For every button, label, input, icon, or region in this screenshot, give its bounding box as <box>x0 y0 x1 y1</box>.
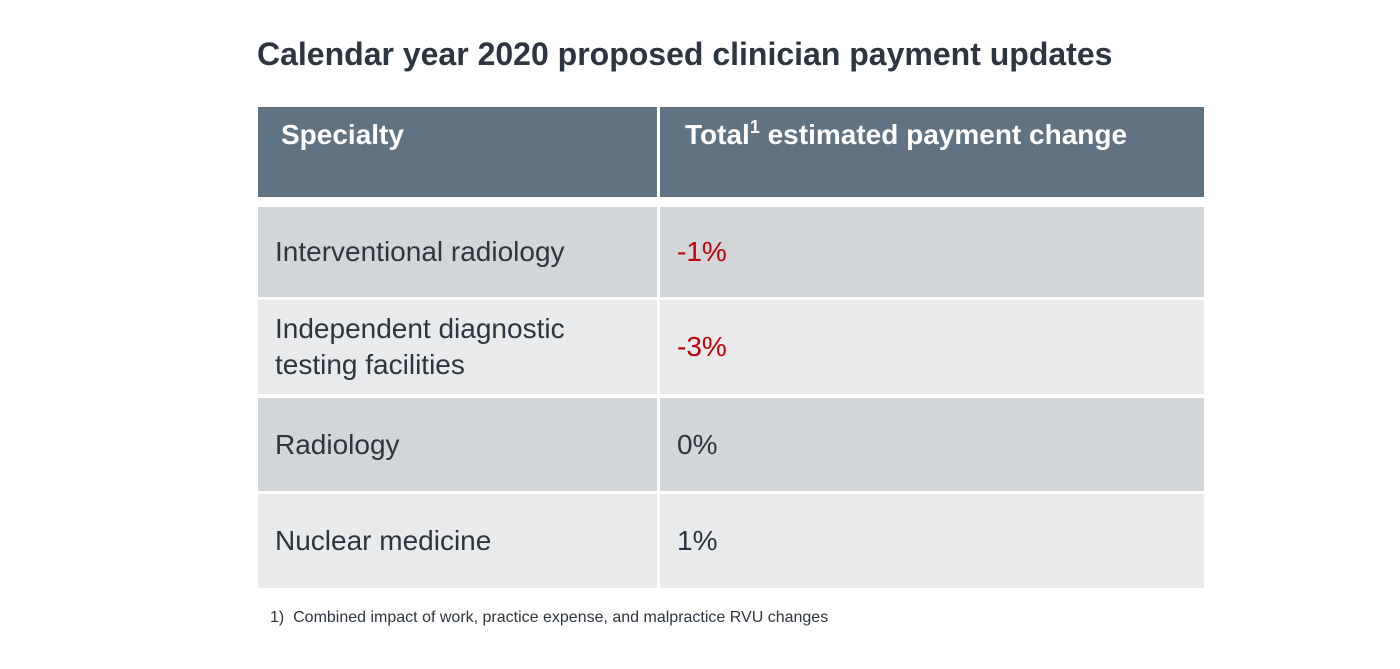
change-cell: 0% <box>660 398 1204 491</box>
footnote-text: Combined impact of work, practice expens… <box>293 609 829 626</box>
change-cell: 1% <box>660 494 1204 588</box>
header-text: Total <box>685 119 750 150</box>
specialty-cell: Interventional radiology <box>258 207 657 297</box>
footnote-ref: 1 <box>749 117 760 137</box>
header-cell: Total1 estimated payment change <box>660 107 1204 197</box>
footnote-marker: 1) <box>270 609 285 626</box>
header-text: estimated payment change <box>767 119 1128 150</box>
change-cell: -1% <box>660 207 1204 297</box>
specialty-cell: Radiology <box>258 398 657 491</box>
specialty-cell: Independent diagnostic testing facilitie… <box>258 300 657 394</box>
title: Calendar year 2020 proposed clinician pa… <box>257 36 1113 72</box>
footnote: 1) Combined impact of work, practice exp… <box>270 609 828 627</box>
specialty-cell: Nuclear medicine <box>258 494 657 588</box>
specialty-text: Independent diagnostic testing facilitie… <box>275 313 565 380</box>
header-cell: Specialty <box>258 107 657 197</box>
change-cell: -3% <box>660 300 1204 394</box>
